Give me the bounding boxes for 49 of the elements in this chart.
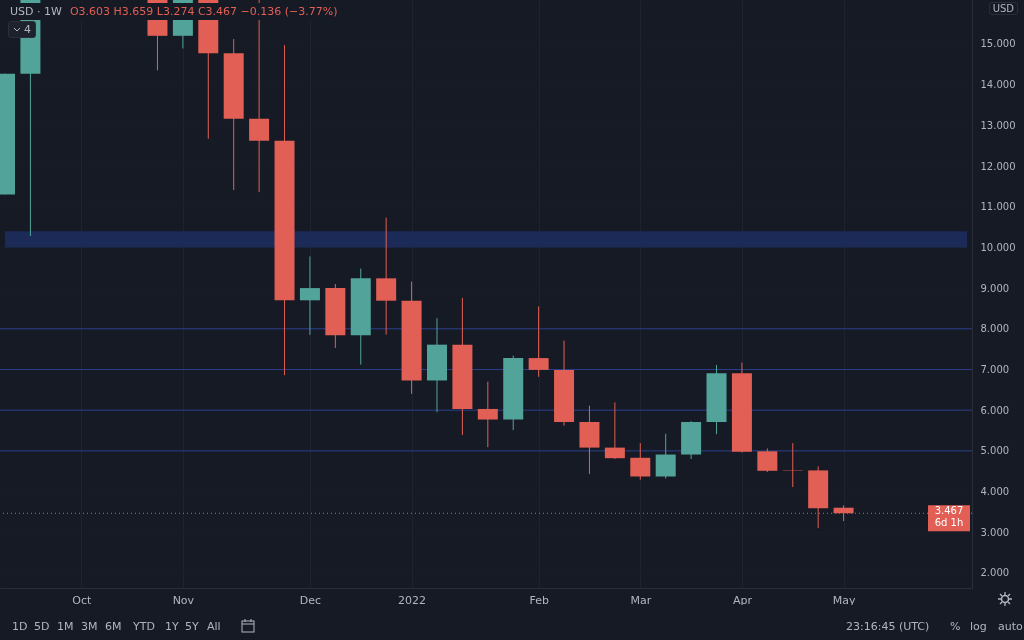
- y-tick-label: 6.000: [980, 404, 1010, 416]
- x-tick-label: Feb: [529, 593, 549, 607]
- text: 3M: [81, 620, 98, 633]
- candlestick: [630, 442, 651, 481]
- candlestick: [528, 305, 549, 378]
- y-tick-label: 13.000: [980, 119, 1016, 131]
- text: 23:16:45 (UTC): [846, 620, 930, 633]
- text: 5D: [34, 620, 50, 633]
- text: USD: [988, 2, 1018, 15]
- x-tick-label: Nov: [172, 593, 195, 607]
- x-tick-label: Apr: [732, 593, 753, 607]
- x-tick-label: Mar: [630, 593, 652, 607]
- y-tick-label: 7.000: [980, 363, 1010, 375]
- text: 1D: [12, 620, 28, 633]
- x-tick-label: Oct: [72, 593, 92, 607]
- x-tick-label: May: [832, 593, 856, 607]
- annotation: 4: [8, 21, 36, 38]
- text: O3.603 H3.659 L3.274 C3.467 −0.136 (−3.77%): [69, 5, 338, 18]
- y-tick-label: 14.000: [980, 79, 1016, 91]
- candlestick: [655, 433, 676, 480]
- candlestick: [299, 255, 320, 336]
- text: auto: [998, 620, 1023, 633]
- text: 1M: [57, 620, 74, 633]
- text: All: [207, 620, 221, 633]
- x-tick-label: Dec: [299, 593, 322, 607]
- candlestick: [477, 381, 498, 448]
- y-tick-label: 3.000: [980, 526, 1010, 538]
- text: %: [950, 620, 961, 633]
- y-tick-label: 11.000: [980, 201, 1016, 213]
- y-tick-label: 5.000: [980, 445, 1010, 457]
- y-tick-label: 15.000: [980, 38, 1016, 50]
- x-tick-label: 2022: [398, 593, 427, 607]
- y-tick-label: 10.000: [980, 241, 1016, 253]
- text: log: [970, 620, 987, 633]
- candlestick: [604, 401, 625, 460]
- text: 1Y: [165, 620, 179, 633]
- text: YTD: [133, 620, 155, 633]
- y-tick-label: 12.000: [980, 160, 1016, 172]
- candlestick: [782, 442, 803, 488]
- candlestick: [376, 217, 397, 335]
- candlestick: [757, 447, 778, 473]
- y-tick-label: 8.000: [980, 323, 1010, 335]
- text: 5Y: [185, 620, 199, 633]
- text: USD · 1W: [10, 5, 62, 18]
- ref-line-label: 3.467 6d 1h: [934, 505, 964, 529]
- y-tick-label: 9.000: [980, 282, 1010, 294]
- y-tick-label: 4.000: [980, 486, 1010, 498]
- text: 6M: [105, 620, 122, 633]
- y-tick-label: 2.000: [980, 567, 1010, 579]
